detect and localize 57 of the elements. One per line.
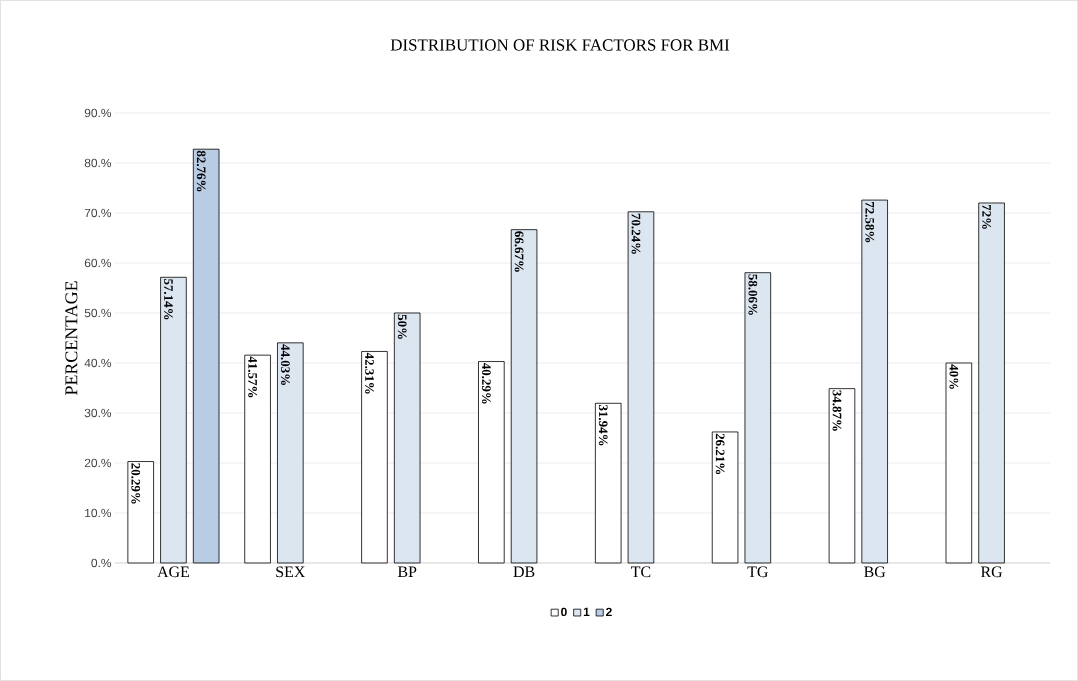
legend-label: 1 (583, 607, 590, 616)
data-label: 70.24% (631, 213, 641, 254)
bar (127, 461, 154, 564)
data-label: 44.03% (280, 344, 290, 385)
bar (711, 431, 739, 564)
data-label: 66.67% (514, 231, 524, 272)
chart-title: DISTRIBUTION OF RISK FACTORS FOR BMI (390, 39, 730, 51)
bar (277, 342, 304, 564)
x-tick-label: RG (980, 566, 1003, 578)
x-tick-label: DB (513, 566, 535, 577)
bar (478, 361, 505, 564)
bar (510, 229, 538, 564)
bar (361, 351, 388, 564)
x-tick-label: TC (631, 566, 651, 578)
x-tick-label: TG (747, 566, 768, 578)
y-tick-label: 50.% (84, 308, 112, 318)
data-label: 72% (982, 204, 991, 229)
y-tick-label: 0.% (91, 558, 112, 568)
data-label: 72.58% (865, 202, 875, 243)
data-label: 58.06% (748, 274, 758, 315)
x-tick-label: BG (864, 566, 886, 578)
data-label: 50% (397, 314, 407, 339)
bar (594, 402, 622, 564)
bar (945, 362, 973, 564)
bar (244, 354, 271, 564)
data-label: 42.31% (365, 352, 374, 394)
legend-label: 2 (606, 607, 612, 617)
data-label: 82.76% (196, 150, 206, 192)
x-tick-label: BP (397, 566, 417, 577)
bar (828, 388, 856, 564)
data-label: 40% (949, 364, 959, 389)
data-label: 26.21% (715, 433, 725, 475)
y-tick-label: 10.% (85, 508, 112, 518)
data-label: 40.29% (481, 362, 491, 404)
bar (744, 272, 772, 564)
y-tick-label: 40.% (84, 358, 112, 368)
bar (393, 312, 421, 564)
bar (861, 199, 888, 564)
y-tick-label: 20.% (84, 458, 112, 468)
data-label: 20.29% (131, 463, 141, 504)
bar (978, 202, 1005, 564)
data-label: 34.87% (832, 390, 842, 431)
bar (627, 211, 655, 564)
y-axis-title: PERCENTAGE (65, 281, 78, 396)
y-tick-label: 60.% (84, 258, 112, 268)
data-label: 57.14% (164, 279, 173, 320)
x-tick-label: AGE (157, 566, 190, 578)
y-tick-label: 30.% (84, 408, 112, 418)
data-label: 41.57% (248, 356, 257, 398)
bar (160, 276, 187, 564)
bar (192, 148, 220, 564)
x-tick-label: SEX (276, 566, 306, 578)
legend-label: 0 (561, 607, 567, 617)
data-label: 31.94% (598, 404, 608, 446)
y-tick-label: 70.% (84, 208, 112, 218)
y-tick-label: 90.% (84, 108, 112, 118)
y-tick-label: 80.% (84, 158, 112, 168)
